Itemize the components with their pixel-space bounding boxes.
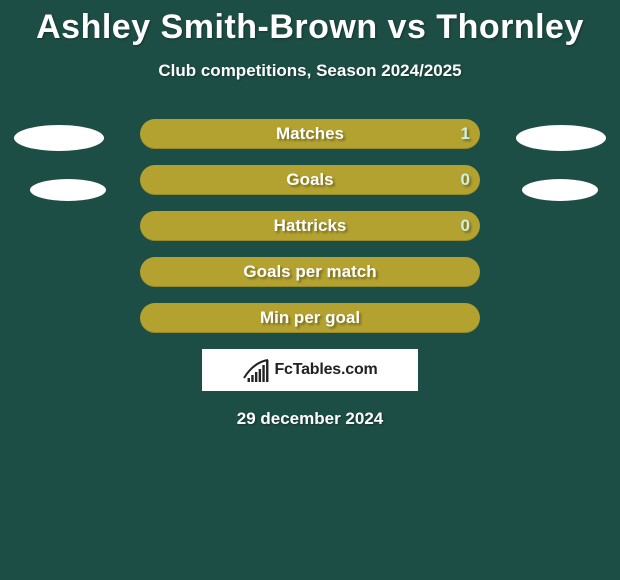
stat-row: Matches 1	[0, 119, 620, 149]
stat-value: 1	[461, 119, 470, 149]
page-subtitle: Club competitions, Season 2024/2025	[0, 61, 620, 81]
page-title: Ashley Smith-Brown vs Thornley	[0, 0, 620, 47]
stat-label: Matches	[140, 119, 480, 149]
stat-row: Goals 0	[0, 165, 620, 195]
logo-icon	[242, 358, 270, 382]
stat-label: Min per goal	[140, 303, 480, 333]
logo-box: FcTables.com	[202, 349, 418, 391]
stat-rows: Matches 1 Goals 0 Hattricks 0 Goals per …	[0, 119, 620, 333]
stat-row: Goals per match	[0, 257, 620, 287]
stat-label: Goals per match	[140, 257, 480, 287]
stat-value: 0	[461, 211, 470, 241]
stat-row: Min per goal	[0, 303, 620, 333]
logo-text: FcTables.com	[274, 361, 377, 379]
stat-row: Hattricks 0	[0, 211, 620, 241]
stat-value: 0	[461, 165, 470, 195]
stat-label: Goals	[140, 165, 480, 195]
date-text: 29 december 2024	[0, 409, 620, 429]
stat-label: Hattricks	[140, 211, 480, 241]
